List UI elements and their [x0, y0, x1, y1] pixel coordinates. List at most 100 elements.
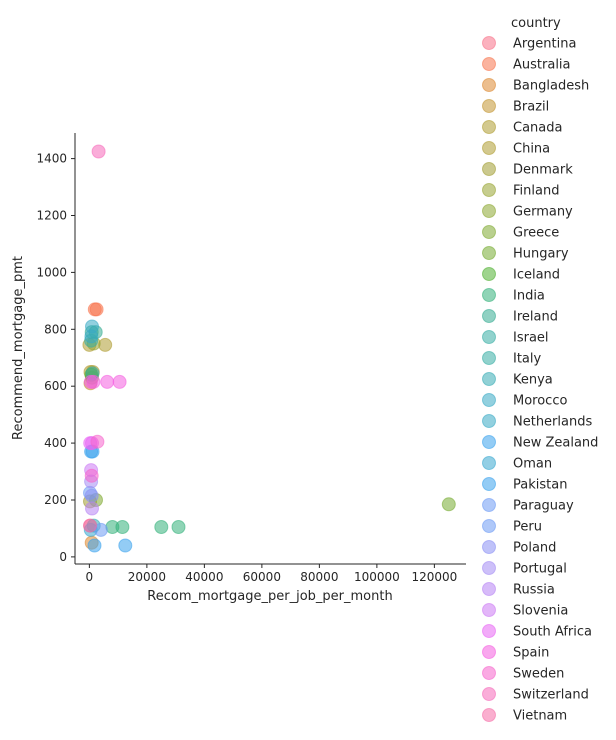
legend-label: Portugal [513, 562, 567, 577]
legend-marker [482, 561, 496, 575]
legend-marker [482, 225, 496, 239]
legend-label: India [513, 289, 545, 304]
y-tick-label: 800 [44, 322, 67, 336]
legend-marker [482, 183, 496, 197]
legend-label: Germany [513, 205, 573, 220]
legend-marker [482, 540, 496, 554]
legend-label: Italy [513, 352, 542, 367]
data-point [84, 488, 99, 503]
legend-label: Bangladesh [513, 79, 589, 94]
legend: country Argentina Australia Bangladesh Braz… [482, 16, 598, 724]
legend-marker [482, 519, 496, 533]
legend-marker [482, 624, 496, 638]
legend-label: Iceland [513, 268, 560, 283]
legend-label: Australia [513, 58, 571, 73]
legend-label: Paraguay [513, 499, 574, 514]
legend-label: Finland [513, 184, 559, 199]
legend-marker [482, 267, 496, 281]
data-point [91, 144, 106, 159]
x-tick-label: 120000 [411, 570, 457, 584]
legend-marker [482, 351, 496, 365]
x-tick-label: 0 [86, 570, 94, 584]
legend-label: Russia [513, 583, 555, 598]
y-tick-label: 600 [44, 379, 67, 393]
legend-marker [482, 162, 496, 176]
legend-marker [482, 666, 496, 680]
legend-label: Vietnam [513, 709, 567, 724]
x-axis-label: Recom_mortgage_per_job_per_month [147, 589, 392, 604]
legend-marker [482, 288, 496, 302]
y-tick-label: 1400 [36, 152, 67, 166]
legend-label: Israel [513, 331, 549, 346]
legend-marker [482, 309, 496, 323]
data-point [83, 518, 97, 533]
legend-marker [482, 435, 496, 449]
legend-marker [482, 141, 496, 155]
legend-title: country [511, 16, 561, 31]
legend-marker [482, 78, 496, 92]
legend-marker [482, 372, 496, 386]
legend-marker [482, 645, 496, 659]
legend-label: Poland [513, 541, 556, 556]
data-point [87, 538, 102, 553]
data-point [86, 374, 101, 389]
legend-marker [482, 498, 496, 512]
legend-label: Ireland [513, 310, 558, 325]
legend-label: Canada [513, 121, 562, 136]
data-point [90, 434, 105, 449]
legend-marker [482, 687, 496, 701]
legend-marker [482, 99, 496, 113]
legend-label: Denmark [513, 163, 573, 178]
legend-label: Slovenia [513, 604, 568, 619]
legend-marker [482, 204, 496, 218]
data-point [154, 520, 169, 534]
x-tick-label: 80000 [300, 570, 338, 584]
data-point [115, 520, 130, 534]
data-point [100, 374, 115, 389]
legend-label: Netherlands [513, 415, 592, 430]
legend-label: Peru [513, 520, 542, 535]
legend-label: Sweden [513, 667, 564, 682]
y-tick-label: 1000 [36, 265, 67, 279]
y-tick-label: 200 [44, 493, 67, 507]
legend-label: Oman [513, 457, 552, 472]
legend-marker [482, 57, 496, 71]
x-tick-label: 100000 [354, 570, 400, 584]
legend-label: China [513, 142, 550, 157]
legend-label: Morocco [513, 394, 567, 409]
legend-marker [482, 246, 496, 260]
data-point [171, 520, 186, 534]
legend-marker [482, 603, 496, 617]
data-point [112, 374, 127, 389]
data-point [84, 468, 99, 483]
legend-marker [482, 582, 496, 596]
legend-marker [482, 477, 496, 491]
legend-marker [482, 414, 496, 428]
legend-label: Pakistan [513, 478, 567, 493]
x-tick-label: 20000 [128, 570, 166, 584]
y-tick-label: 400 [44, 436, 67, 450]
legend-label: South Africa [513, 625, 592, 640]
data-point [441, 497, 456, 512]
legend-marker [482, 708, 496, 722]
legend-label: Spain [513, 646, 549, 661]
legend-label: Argentina [513, 37, 576, 52]
data-point [98, 337, 113, 352]
x-tick-label: 60000 [243, 570, 281, 584]
legend-marker [482, 456, 496, 470]
legend-label: Hungary [513, 247, 569, 262]
legend-marker [482, 393, 496, 407]
legend-label: New Zealand [513, 436, 598, 451]
data-point [89, 302, 104, 317]
y-tick-label: 0 [59, 550, 67, 564]
legend-marker [482, 330, 496, 344]
legend-label: Brazil [513, 100, 549, 115]
y-tick-label: 1200 [36, 209, 67, 223]
legend-label: Greece [513, 226, 559, 241]
x-tick-label: 40000 [185, 570, 223, 584]
legend-marker [482, 36, 496, 50]
data-point [85, 501, 99, 516]
legend-label: Kenya [513, 373, 553, 388]
